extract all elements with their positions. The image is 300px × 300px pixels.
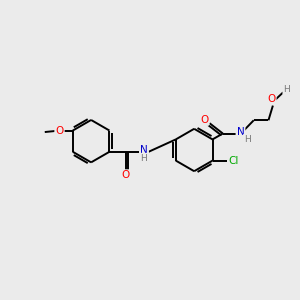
Text: O: O bbox=[56, 126, 64, 136]
Text: H: H bbox=[244, 135, 250, 144]
Text: Cl: Cl bbox=[229, 156, 239, 166]
Text: H: H bbox=[284, 85, 290, 94]
Text: O: O bbox=[267, 94, 275, 104]
Text: N: N bbox=[237, 127, 244, 137]
Text: N: N bbox=[140, 145, 148, 155]
Text: O: O bbox=[200, 115, 208, 125]
Text: H: H bbox=[140, 154, 147, 163]
Text: O: O bbox=[122, 170, 130, 180]
